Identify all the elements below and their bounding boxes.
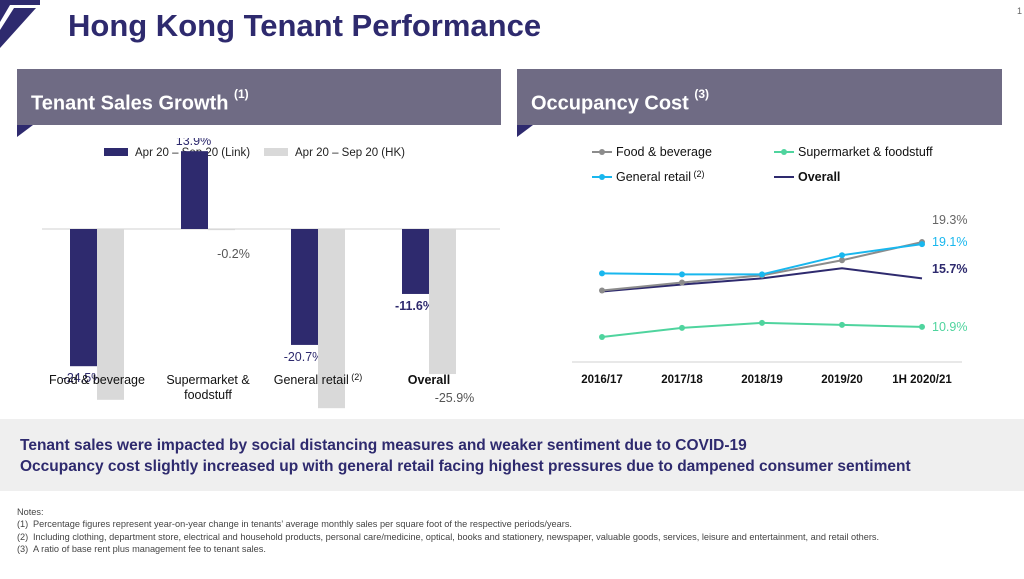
legend-note: (2) <box>691 169 705 179</box>
series-line <box>601 241 923 292</box>
data-label: -20.7% <box>284 350 324 364</box>
header-corner <box>17 125 33 137</box>
data-point <box>759 319 765 326</box>
category-label: Food & beverage <box>49 373 145 387</box>
x-tick-label: 1H 2020/21 <box>892 374 952 386</box>
bar <box>70 229 97 367</box>
x-tick-label: 2018/19 <box>741 374 783 386</box>
data-point <box>599 334 605 340</box>
bar <box>97 229 124 400</box>
note-text: Including clothing, department store, el… <box>33 531 880 542</box>
category-label: Supermarket & <box>166 373 250 387</box>
note-text: A ratio of base rent plus management fee… <box>33 543 266 554</box>
data-label: -11.6% <box>395 299 434 313</box>
occupancy-cost-title-note: (3) <box>694 87 710 101</box>
series-line <box>601 267 923 293</box>
note-number: (3) <box>17 543 29 554</box>
tenant-sales-bar-chart: Apr 20 – Sep 20 (Link)Apr 20 – Sep 20 (H… <box>42 138 500 409</box>
occupancy-cost-title: Occupancy Cost <box>531 92 689 115</box>
data-point <box>679 279 685 286</box>
notes-heading: Notes: <box>17 507 44 517</box>
summary-line-1: Tenant sales were impacted by social dis… <box>20 437 747 454</box>
legend-swatch <box>104 148 128 156</box>
summary-line-2: Occupancy cost slightly increased up wit… <box>20 458 911 475</box>
series-line <box>601 243 923 276</box>
bar <box>208 229 235 231</box>
data-label: -0.2% <box>217 247 250 261</box>
note-number: (1) <box>17 519 29 530</box>
data-label: -24.5% <box>63 371 103 385</box>
bar <box>429 229 456 375</box>
bar <box>402 229 429 294</box>
tenant-sales-title-note: (1) <box>234 87 249 101</box>
bar <box>318 229 345 409</box>
category-label: General retail (2) <box>274 372 363 387</box>
bar <box>181 151 208 229</box>
x-tick-label: 2019/20 <box>821 374 863 386</box>
occupancy-cost-header: Occupancy Cost (3) <box>517 69 1002 125</box>
legend-label: Overall <box>798 170 840 184</box>
legend-swatch <box>264 148 288 156</box>
data-point <box>759 271 765 278</box>
company-logo <box>0 0 40 48</box>
data-point <box>839 257 845 264</box>
data-point <box>839 252 845 259</box>
note-number: (2) <box>17 531 29 542</box>
legend-label: Apr 20 – Sep 20 (HK) <box>295 147 405 159</box>
legend-marker <box>599 174 605 180</box>
category-note: (2) <box>349 372 363 382</box>
note-text: Percentage figures represent year-on-yea… <box>33 519 572 530</box>
data-point <box>599 270 605 277</box>
data-point <box>679 324 685 331</box>
data-point <box>919 323 925 330</box>
note-item: (1) Percentage figures represent year-on… <box>17 518 1007 530</box>
occupancy-cost-line-chart: Food & beverage Supermarket & foodstuff Ge… <box>572 145 967 386</box>
category-label: Overall <box>408 373 450 387</box>
data-point <box>839 321 845 328</box>
end-value-label: 19.1% <box>932 235 967 249</box>
note-item: (2) Including clothing, department store… <box>17 531 1007 543</box>
data-label: -25.9% <box>435 391 475 405</box>
page-title: Hong Kong Tenant Performance <box>68 8 542 43</box>
legend-label: Supermarket & foodstuff <box>798 145 933 159</box>
legend-label: Food & beverage <box>616 145 712 159</box>
end-value-label: 10.9% <box>932 320 967 334</box>
bar <box>291 229 318 345</box>
data-point <box>599 287 605 294</box>
summary-box: Tenant sales were impacted by social dis… <box>0 419 1024 491</box>
tenant-sales-title: Tenant Sales Growth <box>31 92 229 115</box>
data-label: 13.9% <box>176 138 211 148</box>
note-item: (3) A ratio of base rent plus management… <box>17 543 1007 555</box>
notes: Notes: (1) Percentage figures represent … <box>17 506 1007 555</box>
header-corner <box>517 125 533 137</box>
legend-marker <box>781 149 787 155</box>
end-value-label: 15.7% <box>932 262 967 276</box>
end-value-label: 19.3% <box>932 213 967 227</box>
page-number: 1 <box>1016 6 1022 16</box>
x-tick-label: 2017/18 <box>661 374 703 386</box>
data-point <box>679 271 685 278</box>
x-tick-label: 2016/17 <box>581 374 623 386</box>
data-point <box>919 241 925 248</box>
legend-marker <box>599 149 605 155</box>
category-label: foodstuff <box>184 388 232 402</box>
legend-label: General retail (2) <box>616 169 705 184</box>
tenant-sales-header: Tenant Sales Growth (1) <box>17 69 501 125</box>
